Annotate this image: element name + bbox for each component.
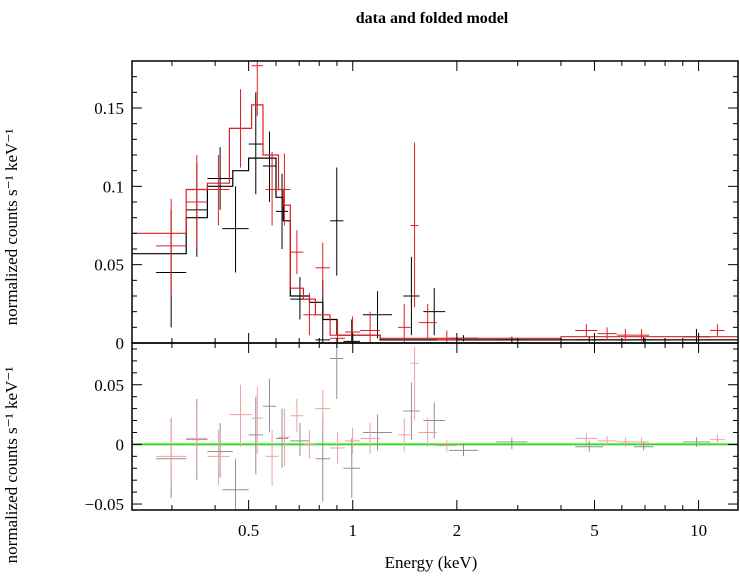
- top-y-tick-label-2: 0.1: [103, 177, 124, 196]
- x-tick-label-4: 10: [690, 521, 707, 540]
- top-panel: 0 0.05 0.1 0.15: [94, 60, 739, 353]
- top-frame: [131, 60, 739, 344]
- top-series-1-model-line: [132, 104, 738, 339]
- bottom-y-axis-label: normalized counts s⁻¹ keV⁻¹: [2, 367, 21, 564]
- x-tick-label-1: 1: [348, 521, 357, 540]
- x-tick-label-3: 5: [590, 521, 599, 540]
- x-tick-label-0: 0.5: [238, 521, 259, 540]
- top-y-tick-label-0: 0: [116, 334, 125, 353]
- bottom-panel: 0.5 1 2 5 10 −0.05 0 0.05: [85, 342, 739, 540]
- top-data-layer: [132, 61, 738, 343]
- chart-title: data and folded model: [356, 10, 509, 27]
- x-tick-label-2: 2: [453, 521, 462, 540]
- bottom-y-tick-label-0: −0.05: [85, 495, 124, 514]
- bottom-y-tick-label-2: 0.05: [94, 376, 124, 395]
- top-y-axis-label: normalized counts s⁻¹ keV⁻¹: [2, 129, 21, 326]
- bottom-frame: [131, 342, 739, 511]
- bottom-data-layer: [132, 343, 738, 510]
- top-y-tick-label-1: 0.05: [94, 256, 124, 275]
- bottom-y-tick-label-1: 0: [116, 435, 125, 454]
- top-y-tick-label-3: 0.15: [94, 99, 124, 118]
- x-axis-label: Energy (keV): [385, 553, 478, 572]
- top-series-0-model-line: [132, 157, 738, 341]
